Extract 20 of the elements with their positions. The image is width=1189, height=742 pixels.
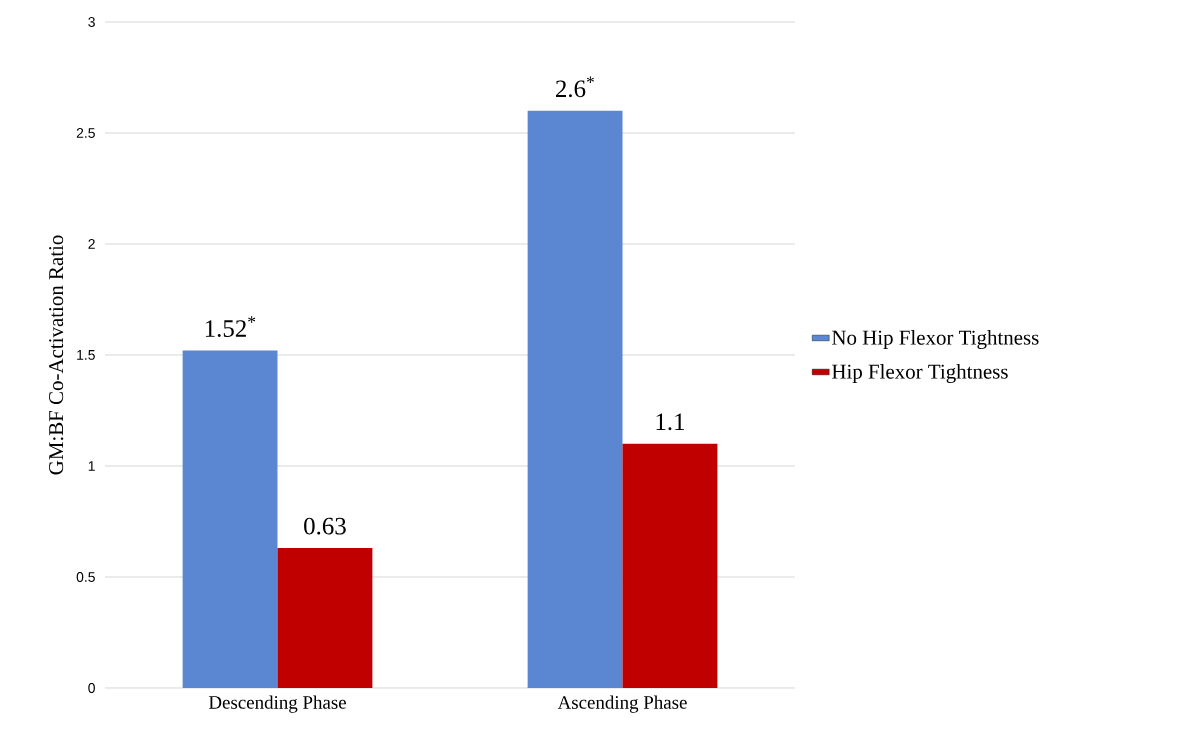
y-tick-label: 2 <box>88 239 95 249</box>
x-tick-label: Descending Phase <box>208 695 346 713</box>
y-tick-label: 1.5 <box>77 350 95 360</box>
y-tick-label: 0 <box>88 683 95 693</box>
data-label: 1.52$^{*}$ <box>205 316 256 338</box>
bar <box>622 443 718 688</box>
legend-label: No Hip Flexor Tightness <box>832 329 1039 350</box>
bar <box>527 110 623 688</box>
legend-label: Hip Flexor Tightness <box>832 363 1008 384</box>
bar <box>277 548 373 688</box>
data-label: 2.6$^{*}$ <box>555 76 594 98</box>
y-tick-label: 3 <box>88 17 95 27</box>
y-tick-label: 2.5 <box>76 128 95 138</box>
y-tick-label: 1 <box>88 461 95 471</box>
y-tick-label: 0.5 <box>76 572 95 582</box>
y-axis-title: GM:BF Co-Activation Ratio <box>49 235 64 475</box>
data-label: 0.63 <box>304 517 346 535</box>
data-label: 1.1 <box>656 413 685 431</box>
bar <box>182 350 278 688</box>
x-tick-label: Ascending Phase <box>557 695 687 713</box>
